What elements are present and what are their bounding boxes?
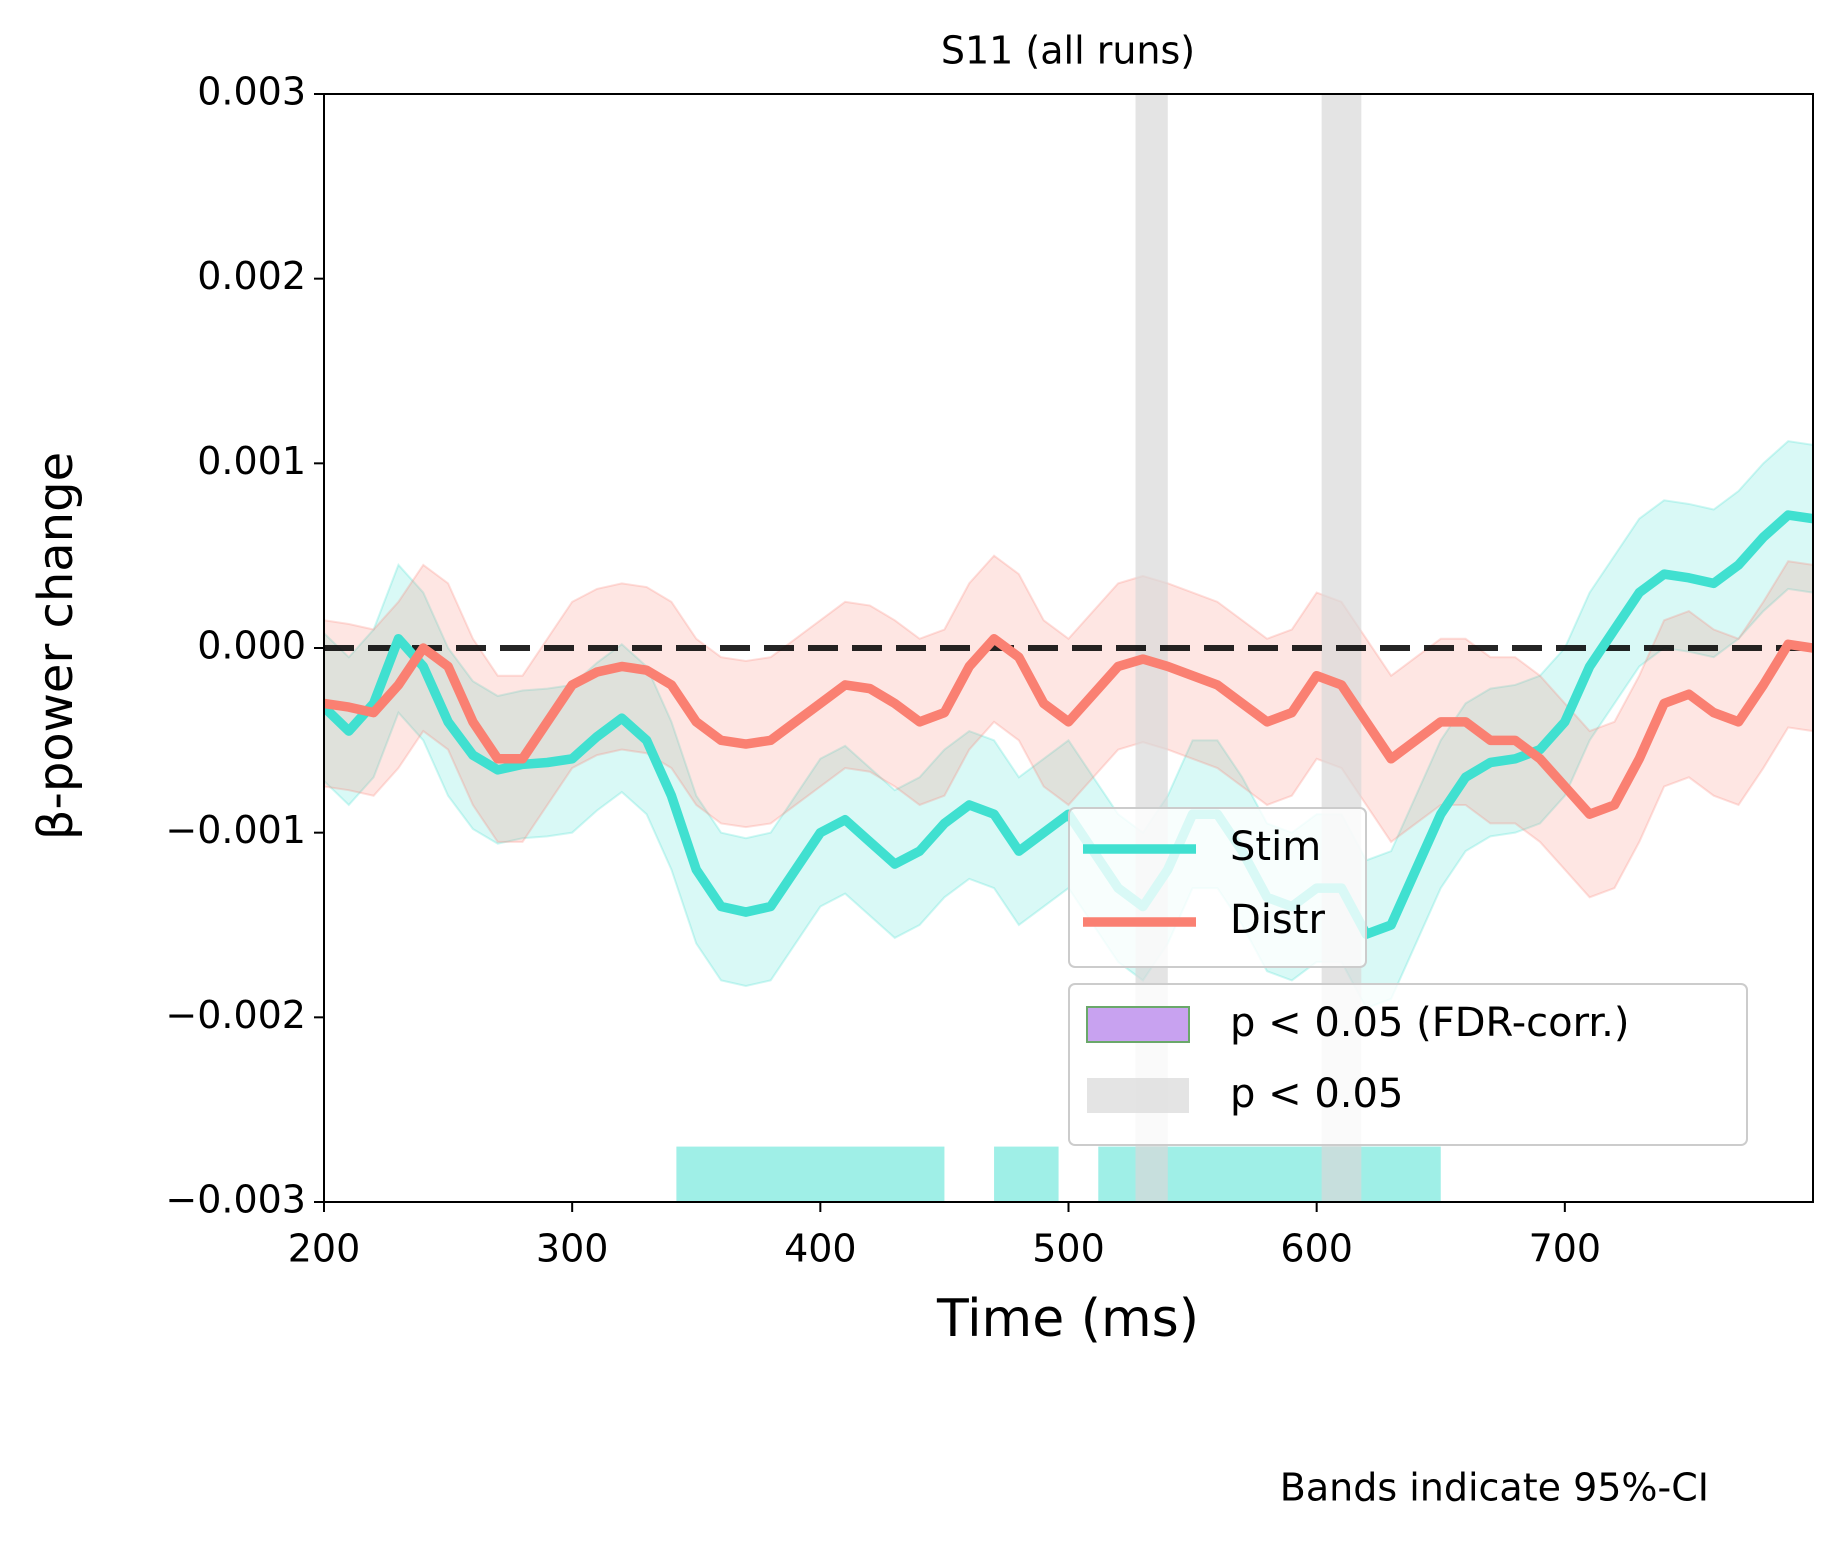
x-tick-label: 600 [1280, 1227, 1353, 1271]
legend-swatch [1087, 1078, 1189, 1113]
y-tick-label: 0.000 [197, 624, 306, 668]
y-axis-label: β-power change [28, 452, 84, 840]
significance-bar [676, 1146, 945, 1202]
footnote: Bands indicate 95%-CI [1280, 1466, 1709, 1510]
x-tick-label: 500 [1032, 1227, 1105, 1271]
legend-swatch [1086, 1006, 1190, 1043]
y-tick-label: 0.003 [197, 70, 306, 114]
x-tick-label: 400 [784, 1227, 857, 1271]
legend-label: Stim [1230, 824, 1321, 870]
y-tick-label: −0.001 [165, 808, 306, 852]
plot-area [324, 94, 1813, 1202]
y-tick-label: −0.002 [165, 993, 306, 1037]
legend-box [1068, 983, 1748, 1146]
chart-title: S11 (all runs) [941, 29, 1195, 73]
x-tick-label: 300 [536, 1227, 609, 1271]
y-tick-label: −0.003 [165, 1178, 306, 1222]
series-line [324, 634, 1813, 819]
y-tick-label: 0.001 [197, 439, 306, 483]
x-tick-label: 200 [288, 1227, 361, 1271]
x-tick-label: 700 [1529, 1227, 1602, 1271]
legend-label: p < 0.05 [1230, 1071, 1403, 1117]
x-axis-label: Time (ms) [936, 1289, 1199, 1349]
legend-label: Distr [1230, 897, 1325, 943]
y-tick-label: 0.002 [197, 254, 306, 298]
legend-label: p < 0.05 (FDR-corr.) [1230, 1000, 1629, 1046]
legend-box [1068, 807, 1367, 968]
significance-bar [994, 1146, 1059, 1202]
